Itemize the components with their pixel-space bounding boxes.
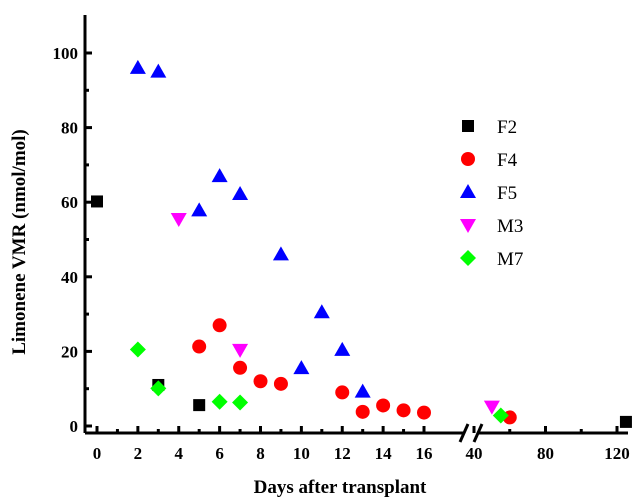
data-point-f4: [273, 376, 288, 391]
data-points: [91, 59, 632, 428]
x-tick-label: 40: [466, 444, 483, 463]
data-point-m7: [492, 407, 509, 424]
x-tick-label: 0: [93, 444, 102, 463]
data-point-m3: [483, 400, 500, 415]
y-tick-label: 20: [61, 342, 78, 361]
axis-break-mark: [458, 423, 470, 443]
x-axis-title: Days after transplant: [254, 477, 427, 498]
legend-label-f5: F5: [497, 183, 517, 204]
x-tick-label: 14: [375, 444, 393, 463]
axis-ticks: 0 20 40 60 80 100 0 2 4 6 8 10 12 14 16 40 80 120: [53, 44, 630, 463]
x-tick-label: 120: [604, 444, 630, 463]
y-tick-label: 40: [61, 268, 78, 287]
x-tick-label: 8: [256, 444, 265, 463]
data-point-m7: [211, 393, 228, 410]
data-point-f5: [129, 59, 146, 74]
data-point-m3: [170, 212, 187, 227]
data-point-f5: [150, 63, 167, 78]
data-point-f2: [619, 415, 632, 428]
data-point-f4: [396, 403, 411, 418]
axes: [83, 15, 628, 443]
data-point-f4: [376, 398, 391, 413]
x-tick-label: 4: [175, 444, 184, 463]
legend-marker-m3: [460, 219, 476, 233]
data-point-f5: [354, 383, 371, 398]
data-point-f5: [232, 185, 249, 200]
legend-label-m3: M3: [497, 216, 523, 237]
data-point-f5: [293, 360, 310, 375]
axis-break-mark: [472, 423, 484, 443]
data-point-f5: [334, 341, 351, 356]
x-tick-label: 2: [134, 444, 143, 463]
data-point-f5: [313, 304, 330, 319]
y-tick-label: 60: [61, 193, 78, 212]
data-point-f4: [417, 405, 431, 420]
data-point-f4: [212, 318, 227, 333]
data-point-f5: [272, 246, 289, 261]
x-tick-label: 16: [416, 444, 433, 463]
data-point-m7: [129, 341, 146, 358]
x-tick-label: 12: [334, 444, 351, 463]
legend-label-f2: F2: [497, 117, 517, 138]
legend: F2 F4 F5 M3 M7: [460, 117, 523, 270]
legend-marker-f4: [461, 152, 475, 166]
y-tick-label: 100: [53, 44, 79, 63]
data-point-f4: [192, 339, 207, 354]
data-point-f4: [233, 360, 248, 375]
legend-label-f4: F4: [497, 150, 518, 171]
data-point-f4: [253, 374, 268, 389]
legend-marker-f5: [460, 184, 476, 198]
data-point-f4: [335, 385, 350, 400]
legend-marker-m7: [460, 250, 476, 266]
x-tick-label: 10: [293, 444, 310, 463]
x-tick-label: 6: [215, 444, 224, 463]
y-tick-label: 0: [70, 417, 79, 436]
legend-label-m7: M7: [497, 249, 523, 270]
data-point-f2: [193, 399, 206, 412]
data-point-m7: [150, 380, 167, 397]
y-axis-title: Limonene VMR (nmol/mol): [9, 129, 30, 355]
y-tick-label: 80: [61, 119, 78, 138]
data-point-m3: [232, 343, 249, 358]
legend-marker-f2: [462, 120, 474, 132]
data-point-f4: [355, 404, 370, 419]
data-point-m7: [232, 394, 249, 411]
x-tick-label: 80: [537, 444, 554, 463]
data-point-f5: [191, 202, 208, 217]
data-point-f2: [91, 195, 103, 208]
data-point-f5: [211, 168, 228, 183]
